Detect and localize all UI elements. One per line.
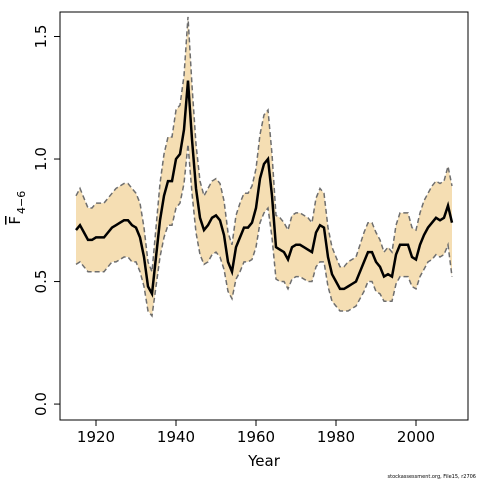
x-tick-label: 1940 — [157, 428, 195, 446]
band-edge-lower — [75, 144, 453, 318]
y-axis-label-sub: 4−6 — [15, 191, 28, 214]
x-tick-label: 2000 — [397, 428, 435, 446]
plot-frame — [59, 11, 469, 421]
y-axis-label-main: F — [6, 216, 24, 225]
x-axis-label: Year — [247, 452, 281, 470]
y-tick-label: 0.0 — [32, 392, 50, 416]
line — [75, 80, 454, 298]
y-tick-label: 0.5 — [32, 270, 50, 294]
y-axis-label: F 4−6 — [6, 191, 28, 225]
x-tick-label: 1960 — [237, 428, 275, 446]
x-tick-label: 1980 — [317, 428, 355, 446]
y-tick-label: 1.5 — [32, 25, 50, 49]
y-tick-label: 1.0 — [32, 147, 50, 171]
x-tick-label: 1920 — [77, 428, 115, 446]
footnote: stockassessment.org, File15, r2706 — [388, 474, 476, 480]
band-edge-upper — [75, 16, 453, 272]
